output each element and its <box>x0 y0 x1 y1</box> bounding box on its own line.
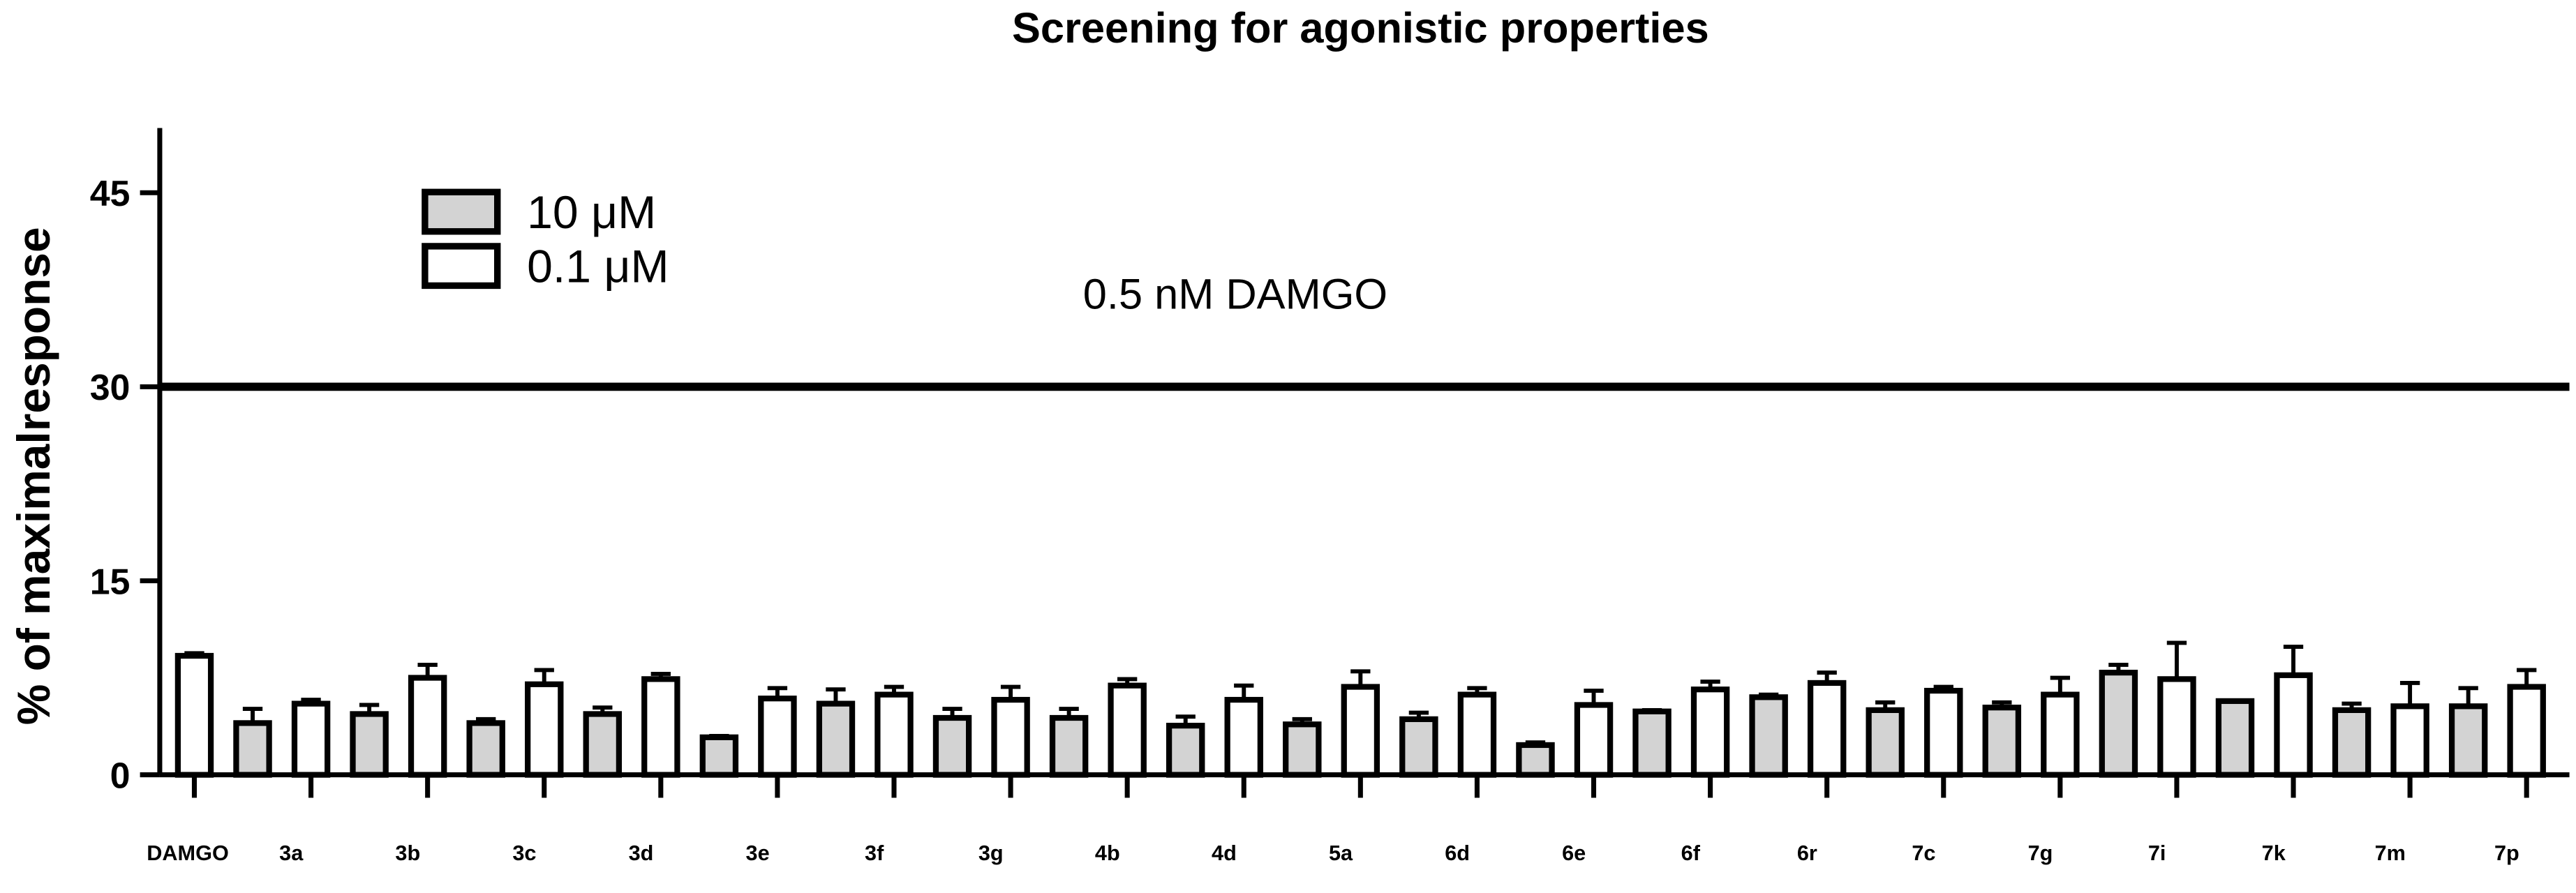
bar <box>1049 714 1089 778</box>
bar <box>1574 702 1614 778</box>
x-tick-label: 3b <box>395 841 420 865</box>
x-tick-label: 3f <box>865 841 884 865</box>
bar <box>525 681 564 778</box>
error-bar <box>2399 681 2420 707</box>
bar <box>2157 676 2196 778</box>
bar <box>466 720 505 778</box>
y-tick-label: 30 <box>90 367 131 407</box>
bar <box>991 696 1030 778</box>
y-tick-label: 0 <box>110 755 131 795</box>
bar <box>758 696 797 778</box>
bar <box>1224 696 1263 778</box>
bar <box>2448 703 2488 778</box>
bar <box>2215 698 2255 778</box>
bar <box>1516 742 1555 778</box>
bar <box>1399 716 1438 778</box>
bar <box>1924 687 1963 778</box>
bar <box>1982 705 2022 778</box>
error-bar <box>2166 640 2187 680</box>
bar <box>2332 707 2372 778</box>
x-tick-label: 3c <box>512 841 536 865</box>
bar <box>2507 684 2546 778</box>
bar <box>291 700 331 778</box>
bar <box>350 711 389 778</box>
error-bar <box>2458 686 2478 707</box>
x-tick-label: 3a <box>279 841 304 865</box>
y-tick-label: 15 <box>90 561 131 601</box>
x-tick-label: 7c <box>1912 841 1935 865</box>
bar <box>1283 721 1322 778</box>
x-tick-label: 6e <box>1562 841 1586 865</box>
bar <box>1457 691 1497 778</box>
bar <box>174 652 214 778</box>
bar <box>1341 684 1380 778</box>
bar <box>2390 703 2429 778</box>
chart-title: Screening for agonistic properties <box>1012 4 1709 52</box>
bar <box>641 676 680 778</box>
bar <box>1807 680 1847 778</box>
legend-label: 10 μM <box>527 186 656 238</box>
bar <box>816 700 856 778</box>
x-tick-label: 3d <box>629 841 654 865</box>
bar <box>1108 682 1147 778</box>
bar <box>2041 691 2080 778</box>
x-tick-label: 7g <box>2028 841 2053 865</box>
x-tick-label: 3e <box>746 841 770 865</box>
bar <box>408 675 447 778</box>
x-tick-label: 6r <box>1797 841 1817 865</box>
reference-label: 0.5 nM DAMGO <box>1083 270 1387 317</box>
x-tick-label: 3g <box>978 841 1004 865</box>
x-tick-label: DAMGO <box>147 841 229 865</box>
bar <box>233 720 272 778</box>
x-tick-label: 7i <box>2148 841 2166 865</box>
x-tick-label: 6f <box>1681 841 1701 865</box>
x-tick-label: 7m <box>2375 841 2406 865</box>
y-axis-label: % of maximalresponse <box>8 227 59 725</box>
bar <box>932 714 972 778</box>
bar <box>1690 686 1730 778</box>
bar <box>1166 723 1205 778</box>
bar <box>699 734 739 778</box>
bar <box>1632 708 1672 778</box>
legend-swatch <box>422 188 501 235</box>
error-bar <box>2283 645 2304 675</box>
x-tick-label: 4b <box>1095 841 1120 865</box>
x-tick-label: 7p <box>2494 841 2519 865</box>
bar <box>2274 672 2313 778</box>
bar <box>583 711 623 778</box>
legend-swatch <box>422 243 501 290</box>
y-tick-label: 45 <box>90 173 131 213</box>
bar <box>874 691 914 778</box>
bar <box>1749 694 1788 778</box>
x-tick-label: 5a <box>1329 841 1353 865</box>
bar <box>2099 669 2138 778</box>
legend-label: 0.1 μM <box>527 241 669 292</box>
x-tick-label: 6d <box>1445 841 1470 865</box>
x-tick-label: 4d <box>1212 841 1237 865</box>
bar <box>1866 707 1905 778</box>
x-tick-label: 7k <box>2262 841 2286 865</box>
